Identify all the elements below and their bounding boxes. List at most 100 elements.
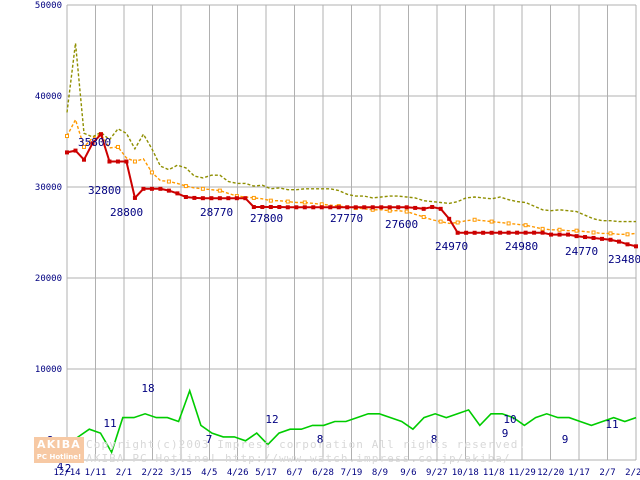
count-data-label: 11 xyxy=(103,417,116,430)
data-point-marker xyxy=(243,196,248,201)
data-point-marker xyxy=(65,150,69,155)
data-point-marker xyxy=(319,205,324,210)
series-line-max xyxy=(66,43,636,223)
data-point-marker xyxy=(226,196,231,201)
data-point-marker xyxy=(115,159,120,164)
y-tick-label: 20000 xyxy=(35,274,62,284)
data-point-marker xyxy=(124,159,129,164)
data-point-marker xyxy=(209,196,214,201)
data-point-marker xyxy=(506,230,511,235)
data-point-marker xyxy=(277,205,282,210)
data-point-marker xyxy=(625,242,630,247)
data-point-marker xyxy=(506,221,511,226)
data-point-marker xyxy=(285,199,290,204)
x-tick-label: 8/9 xyxy=(372,468,388,478)
x-tick-label: 11/29 xyxy=(509,468,536,478)
data-point-marker xyxy=(200,186,205,191)
data-point-marker xyxy=(166,179,171,184)
data-point-marker xyxy=(81,144,86,149)
watermark-url: AKIBA PC Hotline! http://www.watch.impre… xyxy=(86,452,511,465)
data-point-marker xyxy=(557,227,562,232)
price-data-label: 27770 xyxy=(330,212,363,225)
x-tick-label: 4/26 xyxy=(227,468,249,478)
data-point-marker xyxy=(447,216,452,221)
x-tick-label: 2/22 xyxy=(142,468,164,478)
count-data-label: 9 xyxy=(562,433,569,446)
data-point-marker xyxy=(81,157,86,162)
x-tick-label: 10/18 xyxy=(452,468,479,478)
data-point-marker xyxy=(192,195,197,200)
data-point-marker xyxy=(404,209,409,214)
data-point-marker xyxy=(166,188,171,193)
min-series-data-labels: 35800 32800 28800 28770 27800 27770 27600 24970… xyxy=(78,136,640,266)
data-point-marker xyxy=(234,196,239,201)
count-data-label: 10 xyxy=(503,413,516,426)
data-point-marker xyxy=(345,205,350,210)
price-data-label: 24980 xyxy=(505,240,538,253)
data-point-marker xyxy=(217,196,222,201)
count-data-label: 8 xyxy=(317,433,324,446)
x-tick-label: 4/5 xyxy=(201,468,217,478)
data-point-marker xyxy=(430,205,435,210)
data-point-marker xyxy=(523,223,528,228)
data-point-marker xyxy=(141,186,146,191)
x-tick-label: 11/8 xyxy=(483,468,505,478)
data-point-marker xyxy=(200,196,205,201)
count-series-data-labels: 482111871288991011 xyxy=(47,382,619,475)
data-point-marker xyxy=(107,159,112,164)
data-point-marker xyxy=(489,219,494,224)
x-tick-label: 1/17 xyxy=(568,468,590,478)
data-point-marker xyxy=(557,232,562,237)
data-point-marker xyxy=(90,141,95,146)
x-tick-label: 2/28 xyxy=(625,468,640,478)
x-tick-label: 12/14 xyxy=(53,468,80,478)
data-point-marker xyxy=(464,230,469,235)
data-point-marker xyxy=(498,230,503,235)
logo-bottom-band xyxy=(34,452,84,463)
data-point-marker xyxy=(387,208,392,213)
logo-subtitle: PC Hotline! xyxy=(36,453,82,461)
data-point-marker xyxy=(523,230,528,235)
price-data-label: 27800 xyxy=(250,212,283,225)
data-point-marker xyxy=(455,230,460,235)
data-point-marker xyxy=(396,205,401,210)
data-point-marker xyxy=(421,206,426,211)
price-data-label: 28800 xyxy=(110,206,143,219)
data-point-marker xyxy=(73,148,78,153)
data-point-marker xyxy=(574,228,579,233)
data-point-marker xyxy=(132,159,137,164)
data-point-marker xyxy=(608,237,613,242)
data-point-marker xyxy=(472,217,477,222)
count-data-label: 12 xyxy=(265,413,278,426)
x-tick-label: 7/19 xyxy=(341,468,363,478)
watermark: Copyright(c)2003 Impress corporation All… xyxy=(86,438,526,465)
price-data-label: 24970 xyxy=(435,240,468,253)
data-point-marker xyxy=(421,215,426,220)
data-point-marker xyxy=(625,232,630,237)
data-point-marker xyxy=(285,205,290,210)
data-point-marker xyxy=(217,188,222,193)
data-point-marker xyxy=(583,235,588,240)
data-point-marker xyxy=(617,239,622,244)
logo-top-band xyxy=(34,437,84,452)
data-point-marker xyxy=(404,205,409,210)
data-point-marker xyxy=(302,205,307,210)
x-tick-label: 2/1 xyxy=(116,468,132,478)
series-line-shop-count xyxy=(66,388,637,455)
data-point-marker xyxy=(549,232,554,237)
count-data-label: 4 xyxy=(57,460,64,473)
x-tick-label: 6/7 xyxy=(286,468,302,478)
x-tick-label: 3/15 xyxy=(170,468,192,478)
series-lines xyxy=(65,43,638,455)
watermark-copyright: Copyright(c)2003 Impress corporation All… xyxy=(86,438,526,451)
y-tick-label: 40000 xyxy=(35,92,62,102)
logo-title: AKIBA xyxy=(36,438,82,451)
price-data-label: 32800 xyxy=(88,184,121,197)
count-data-label: 7 xyxy=(206,433,213,446)
x-tick-label: 5/17 xyxy=(255,468,277,478)
data-point-marker xyxy=(481,230,486,235)
data-point-marker xyxy=(328,205,333,210)
